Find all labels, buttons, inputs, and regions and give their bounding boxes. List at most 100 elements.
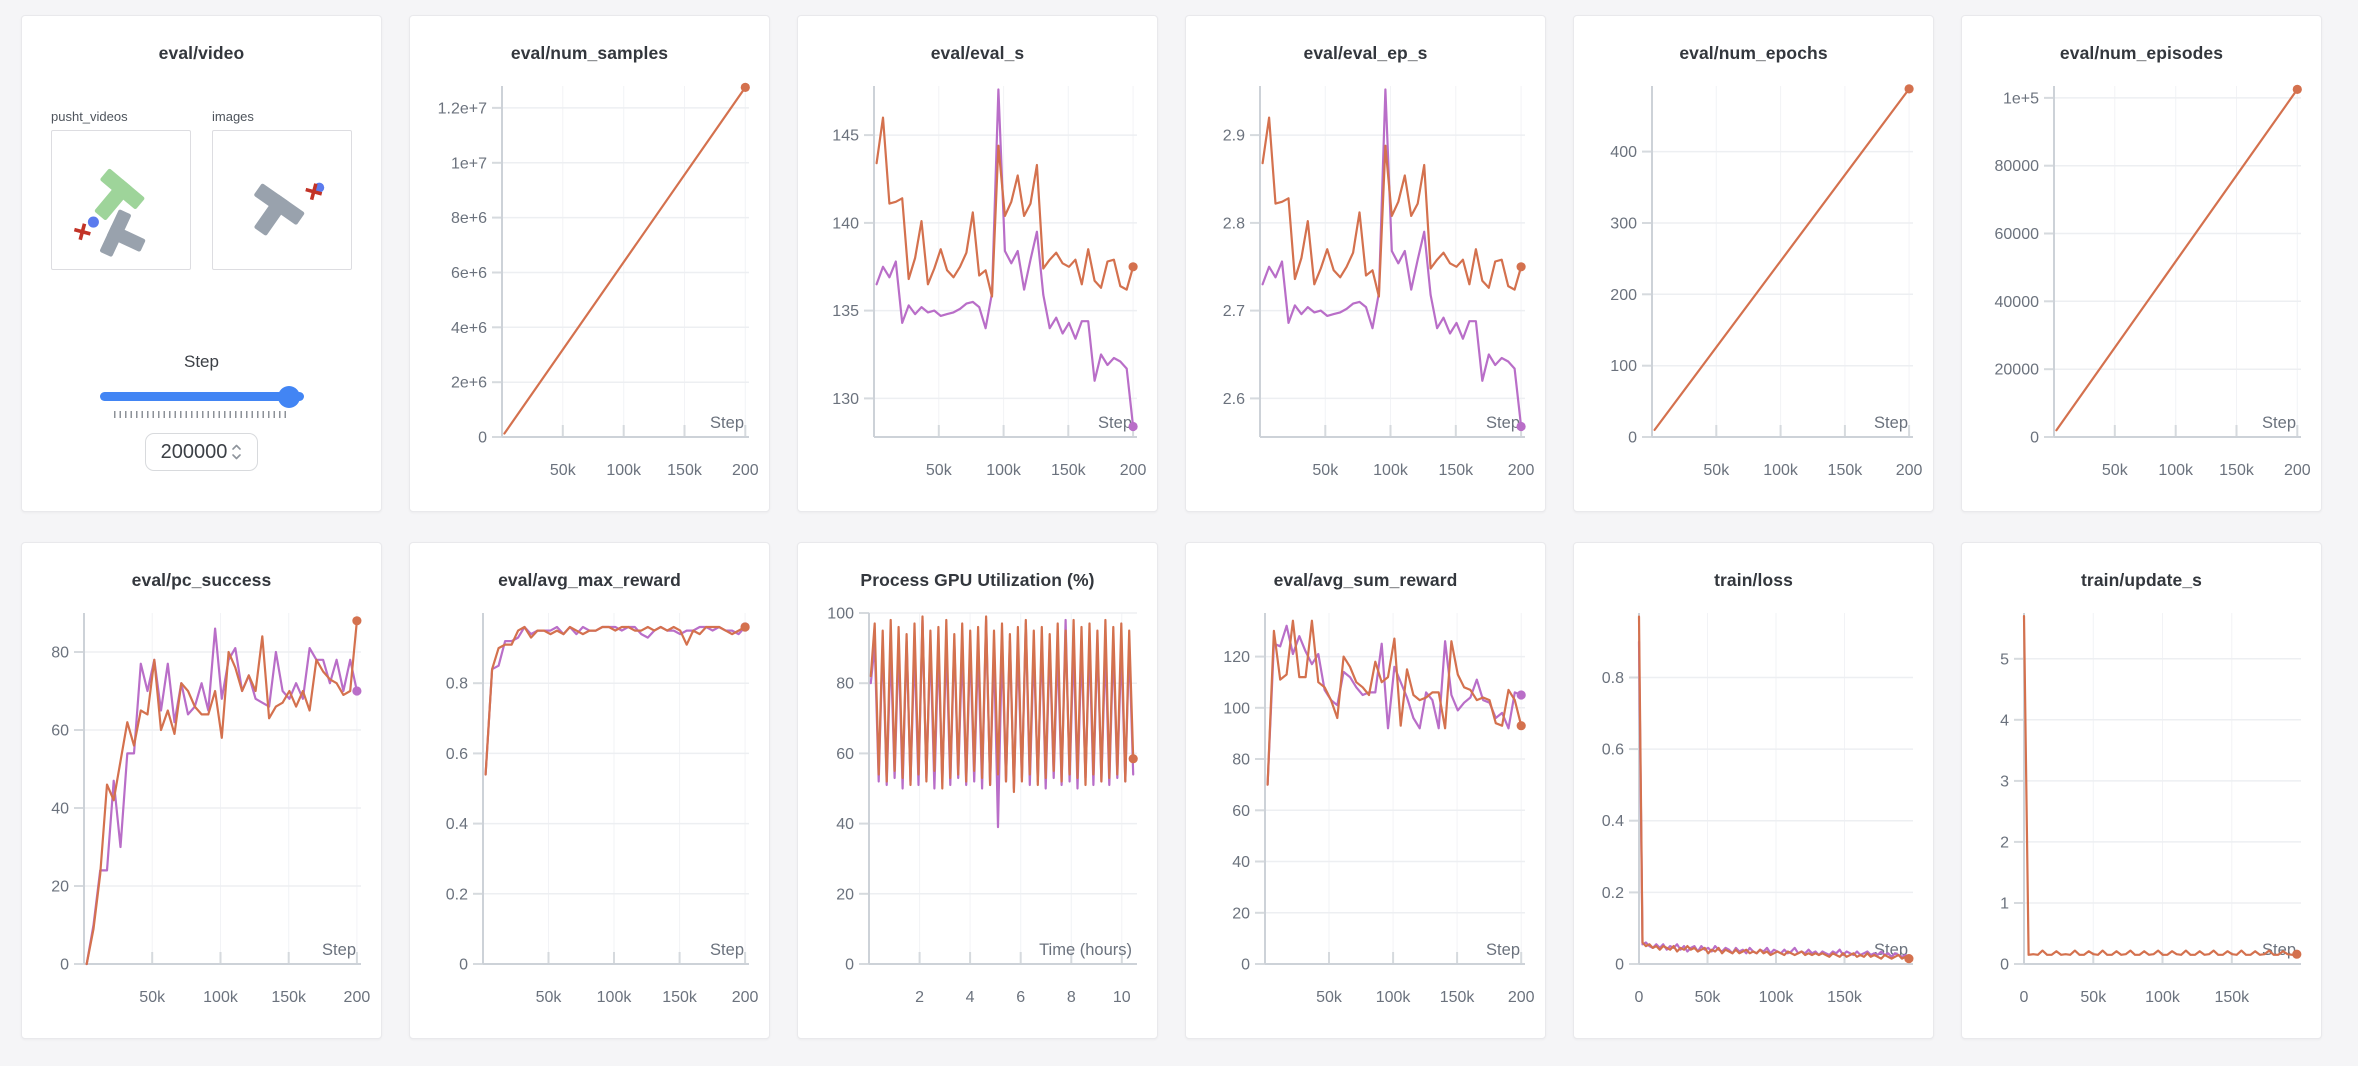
svg-text:100k: 100k [1759,989,1795,1006]
svg-text:135: 135 [832,303,859,320]
svg-text:40: 40 [51,801,69,818]
svg-text:200: 200 [732,989,759,1006]
svg-text:150k: 150k [1440,989,1476,1006]
chevron-up-icon[interactable] [231,443,242,452]
step-slider-label: Step [184,352,219,371]
svg-text:4e+6: 4e+6 [451,320,487,337]
line-chart[interactable]: 50k 100k 150k 200 0 0.2 0.4 0.6 0.8 Step [410,600,769,1020]
svg-text:80: 80 [836,676,854,693]
svg-text:100k: 100k [1376,989,1412,1006]
slider-thumb[interactable] [278,385,301,408]
panel-eval-video: eval/video pusht_videos [21,15,382,512]
svg-text:3: 3 [2000,773,2009,790]
svg-text:20000: 20000 [1995,362,2040,379]
svg-text:150k: 150k [1051,462,1087,479]
svg-text:200: 200 [344,989,371,1006]
panel-grid: eval/video pusht_videos [21,15,2322,1039]
svg-text:200: 200 [1120,462,1147,479]
svg-text:Step: Step [1486,414,1520,432]
media-pusht-videos[interactable]: pusht_videos [51,109,191,270]
line-chart[interactable]: 50k 100k 150k 200 0 20 40 60 80 Step [22,600,381,1020]
svg-text:100k: 100k [606,462,642,479]
panel-eval-num-epochs: eval/num_epochs 50k 100k 150k 200 0 100 200 300… [1573,15,1934,512]
svg-text:0: 0 [2020,989,2029,1006]
pusht-scene-icon [73,168,146,257]
svg-text:0.6: 0.6 [446,746,468,763]
svg-text:Step: Step [2262,414,2296,432]
image-thumbnail[interactable] [212,130,352,270]
panel-eval-eval-s: eval/eval_s 50k 100k 150k 200 130 135 140 145 St… [797,15,1158,512]
svg-text:400: 400 [1610,144,1637,161]
svg-text:2.7: 2.7 [1223,303,1245,320]
panel-eval-pc-success: eval/pc_success 50k 100k 150k 200 0 20 40 60 80 S… [21,542,382,1039]
stepper-arrows[interactable] [231,443,242,461]
svg-text:0.8: 0.8 [1602,670,1624,687]
svg-text:0: 0 [1241,957,1250,974]
svg-text:20: 20 [51,879,69,896]
svg-text:20: 20 [836,886,854,903]
step-slider[interactable] [99,385,304,408]
svg-text:1e+5: 1e+5 [2003,90,2039,107]
line-chart[interactable]: 0 50k 100k 150k 0 0.2 0.4 0.6 0.8 Step [1574,600,1933,1020]
panel-title: eval/num_episodes [2059,43,2224,63]
svg-text:2.9: 2.9 [1223,128,1245,145]
svg-text:80: 80 [51,645,69,662]
line-chart[interactable]: 50k 100k 150k 200 0 20000 40000 60000 80000 1e+5 S… [1962,73,2321,493]
step-value-input[interactable]: 200000 [145,433,258,471]
svg-text:50k: 50k [1703,462,1730,479]
svg-text:0.6: 0.6 [1602,742,1624,759]
svg-text:150k: 150k [1827,989,1863,1006]
media-images[interactable]: images [212,109,352,270]
svg-text:60000: 60000 [1995,226,2040,243]
line-chart[interactable]: 50k 100k 150k 200 0 20 40 60 80 100 120 Step [1186,600,1545,1020]
slider-track[interactable] [99,392,304,401]
svg-text:50k: 50k [550,462,577,479]
svg-text:Step: Step [1486,941,1520,959]
svg-text:40: 40 [836,816,854,833]
svg-text:100k: 100k [1763,462,1799,479]
media-label: images [212,109,254,124]
svg-text:Step: Step [710,941,744,959]
slider-tick-ruler [113,411,290,418]
panel-train-update-s: train/update_s 0 50k 100k 150k 0 1 2 3 4 5 Step [1961,542,2322,1039]
svg-text:50k: 50k [536,989,563,1006]
svg-text:0: 0 [1635,989,1644,1006]
line-chart[interactable]: 50k 100k 150k 200 0 2e+6 4e+6 6e+6 8e+6 1e+7 1.2e+… [410,73,769,493]
svg-text:2e+6: 2e+6 [451,375,487,392]
svg-text:0: 0 [2030,430,2039,447]
svg-text:1e+7: 1e+7 [451,155,487,172]
line-chart[interactable]: 50k 100k 150k 200 130 135 140 145 Step [798,73,1157,493]
svg-text:1.2e+7: 1.2e+7 [438,100,487,117]
svg-text:100k: 100k [203,989,239,1006]
svg-text:150k: 150k [662,989,698,1006]
line-chart[interactable]: 50k 100k 150k 200 0 100 200 300 400 Step [1574,73,1933,493]
svg-text:8e+6: 8e+6 [451,210,487,227]
svg-text:0.2: 0.2 [446,886,468,903]
svg-text:50k: 50k [926,462,953,479]
svg-text:80000: 80000 [1995,158,2040,175]
svg-text:Step: Step [322,941,356,959]
svg-text:150k: 150k [1828,462,1864,479]
video-thumbnail[interactable] [51,130,191,270]
chevron-down-icon[interactable] [231,452,242,461]
line-chart[interactable]: 0 50k 100k 150k 0 1 2 3 4 5 Step [1962,600,2321,1020]
svg-text:150k: 150k [2214,989,2250,1006]
svg-text:8: 8 [1067,989,1076,1006]
svg-text:6e+6: 6e+6 [451,265,487,282]
panel-title: eval/eval_s [930,43,1025,63]
svg-text:50k: 50k [1316,989,1343,1006]
svg-text:50k: 50k [2102,462,2129,479]
svg-text:40: 40 [1232,854,1250,871]
svg-text:4: 4 [966,989,975,1006]
svg-text:Step: Step [1874,414,1908,432]
svg-text:0.2: 0.2 [1602,885,1624,902]
panel-title: eval/num_samples [510,43,669,63]
panel-title: eval/avg_max_reward [498,570,681,590]
svg-text:0.4: 0.4 [1602,813,1624,830]
line-chart[interactable]: 50k 100k 150k 200 2.6 2.7 2.8 2.9 Step [1186,73,1545,493]
media-label: pusht_videos [51,109,128,124]
svg-text:Step: Step [2262,941,2296,959]
svg-text:140: 140 [832,215,859,232]
svg-text:150k: 150k [1438,462,1474,479]
line-chart[interactable]: 2 4 6 8 10 0 20 40 60 80 100 Time (hours) [798,600,1157,1020]
